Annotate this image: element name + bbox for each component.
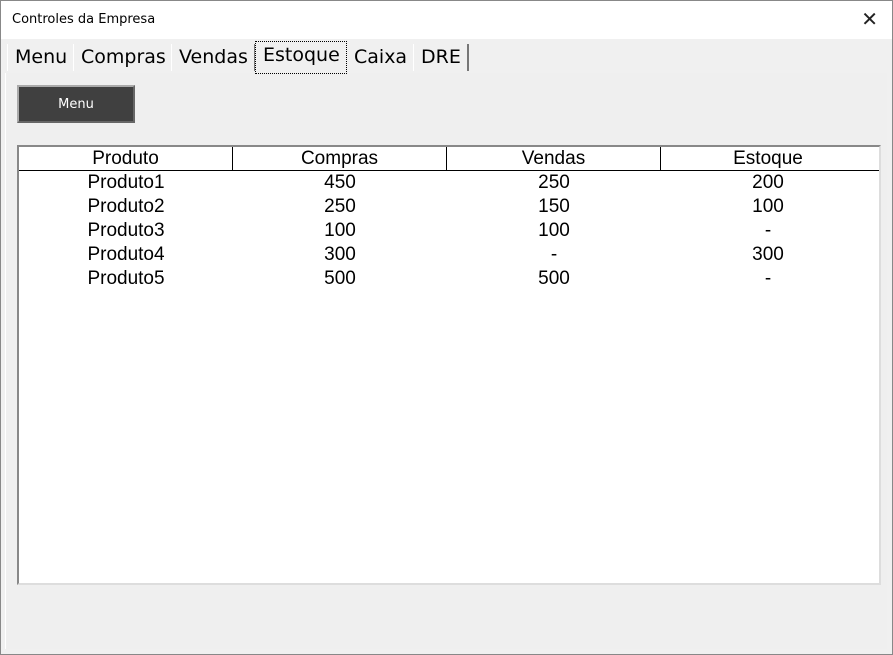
tab-menu[interactable]: Menu (7, 44, 76, 71)
table-cell: 300 (324, 244, 356, 265)
tab-estoque[interactable]: Estoque (255, 41, 347, 74)
table-cell: - (764, 268, 772, 289)
table-row[interactable]: Produto4 300 - 300 (19, 243, 879, 267)
table-cell: Produto1 (87, 172, 165, 193)
title-bar: Controles da Empresa ✕ (1, 1, 892, 39)
table-cell: 250 (538, 172, 570, 193)
tab-page-estoque: Menu Produto Compras Vendas Estoque Prod… (5, 73, 887, 649)
column-header-compras[interactable]: Compras (233, 147, 447, 170)
table-cell: - (550, 244, 558, 265)
table-cell: 300 (752, 244, 784, 265)
table-cell: 100 (538, 220, 570, 241)
list-header: Produto Compras Vendas Estoque (19, 147, 879, 171)
table-cell: 100 (752, 196, 784, 217)
close-icon[interactable]: ✕ (861, 7, 878, 31)
tab-dre[interactable]: DRE (413, 44, 469, 71)
table-cell: 250 (324, 196, 356, 217)
stock-list[interactable]: Produto Compras Vendas Estoque Produto1 4… (17, 145, 881, 585)
table-cell: Produto3 (87, 220, 165, 241)
column-header-produto[interactable]: Produto (19, 147, 233, 170)
table-cell: - (764, 220, 772, 241)
table-row[interactable]: Produto3 100 100 - (19, 219, 879, 243)
table-cell: Produto2 (87, 196, 165, 217)
window-title: Controles da Empresa (12, 12, 156, 27)
tab-compras[interactable]: Compras (73, 44, 174, 71)
menu-button[interactable]: Menu (17, 85, 135, 123)
tab-caixa[interactable]: Caixa (346, 44, 416, 71)
table-cell: 100 (324, 220, 356, 241)
column-header-vendas[interactable]: Vendas (447, 147, 661, 170)
column-header-estoque[interactable]: Estoque (733, 148, 803, 169)
table-row[interactable]: Produto5 500 500 - (19, 267, 879, 291)
table-cell: 500 (324, 268, 356, 289)
table-row[interactable]: Produto2 250 150 100 (19, 195, 879, 219)
table-cell: 150 (538, 196, 570, 217)
table-cell: Produto4 (87, 244, 165, 265)
table-row[interactable]: Produto1 450 250 200 (19, 171, 879, 195)
table-cell: 200 (752, 172, 784, 193)
tab-vendas[interactable]: Vendas (171, 44, 256, 71)
table-cell: Produto5 (87, 268, 165, 289)
table-cell: 450 (324, 172, 356, 193)
table-cell: 500 (538, 268, 570, 289)
